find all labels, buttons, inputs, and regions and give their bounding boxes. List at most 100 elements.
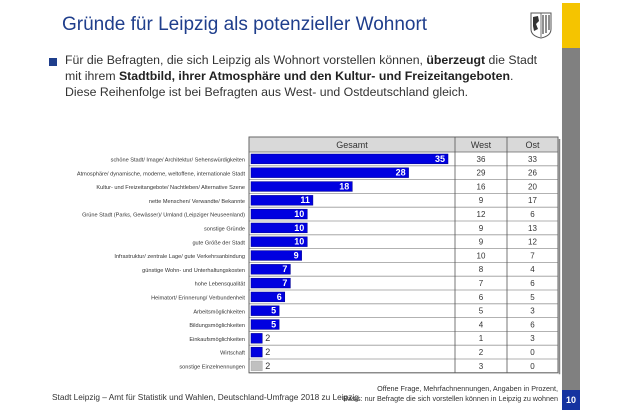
category-label: Heimatort/ Erinnerung/ Verbundenheit <box>151 296 245 302</box>
category-label: gute Größe der Stadt <box>192 240 245 246</box>
column-header-west: West <box>471 140 492 150</box>
west-value: 5 <box>479 307 484 316</box>
ost-value: 4 <box>530 265 535 274</box>
west-value: 6 <box>479 293 484 302</box>
bar-gesamt <box>250 264 291 275</box>
category-label: sonstige Einzelnennungen <box>179 365 245 371</box>
bar-value-label: 7 <box>282 278 287 288</box>
ost-value: 26 <box>528 169 537 178</box>
west-value: 9 <box>479 196 484 205</box>
west-value: 36 <box>477 155 486 164</box>
bar-value-label: 5 <box>271 306 276 316</box>
bar-gesamt <box>250 250 302 261</box>
west-value: 9 <box>479 238 484 247</box>
west-value: 16 <box>477 182 486 191</box>
city-crest-icon <box>530 12 552 39</box>
west-value: 7 <box>479 279 484 288</box>
bar-gesamt <box>250 208 308 220</box>
category-label: Infrastruktur/ zentrale Lage/ gute Verke… <box>114 254 245 260</box>
bar-gesamt <box>250 236 308 247</box>
ost-value: 20 <box>528 182 537 191</box>
bar-value-label: 10 <box>294 237 304 247</box>
category-label: Einkaufsmöglichkeiten <box>189 337 245 343</box>
intro-part: die Stadt mit ihrem <box>65 53 538 83</box>
west-value: 4 <box>479 320 484 329</box>
bar-gesamt <box>250 305 280 316</box>
bar-gesamt <box>250 167 409 178</box>
west-value: 29 <box>477 169 486 178</box>
bar-value-label: 5 <box>271 319 276 329</box>
bar-value-label: 2 <box>265 333 270 343</box>
bar-gesamt <box>250 333 263 344</box>
category-label: schöne Stadt/ Image/ Architektur/ Sehens… <box>111 158 245 164</box>
bullet-icon <box>49 58 57 66</box>
ost-value: 6 <box>530 210 535 219</box>
intro-part: . Diese Reihenfolge ist bei Befragten au… <box>65 69 514 99</box>
bar-gesamt <box>250 360 263 372</box>
bar-value-label: 7 <box>282 264 287 274</box>
bar-value-label: 10 <box>294 209 304 219</box>
category-label: günstige Wohn- und Unterhaltungskosten <box>142 268 245 274</box>
bar-value-label: 6 <box>277 292 282 302</box>
page-number: 10 <box>562 390 580 410</box>
bar-gesamt <box>250 291 286 303</box>
slide-title: Gründe für Leipzig als potenzieller Wohn… <box>62 14 428 35</box>
west-value: 9 <box>479 224 484 233</box>
west-value: 3 <box>479 362 484 371</box>
column-header-ost: Ost <box>525 140 540 150</box>
category-label: sonstige Gründe <box>204 227 245 233</box>
west-value: 2 <box>479 348 484 357</box>
table-border <box>248 136 559 374</box>
category-label: nette Menschen/ Verwandte/ Bekannte <box>149 199 245 205</box>
category-label: Arbeitsmöglichkeiten <box>193 309 245 315</box>
ost-value: 0 <box>530 362 535 371</box>
category-label: hohe Lebensqualität <box>195 282 246 288</box>
intro-bold: überzeugt <box>426 53 486 67</box>
ost-value: 33 <box>528 155 537 164</box>
ost-value: 13 <box>528 224 537 233</box>
bar-gesamt <box>250 181 353 192</box>
bar-value-label: 18 <box>339 181 349 191</box>
accent-bar-gray <box>562 48 580 390</box>
ost-value: 17 <box>528 196 537 205</box>
ost-value: 7 <box>530 251 535 260</box>
bar-value-label: 2 <box>265 347 270 357</box>
bar-value-label: 28 <box>396 168 406 178</box>
ost-value: 12 <box>528 238 537 247</box>
bar-gesamt <box>250 346 263 358</box>
bar-value-label: 10 <box>294 223 304 233</box>
category-label: Atmosphäre/ dynamische, moderne, weltoff… <box>77 171 246 177</box>
category-label: Bildungsmöglichkeiten <box>189 323 245 329</box>
category-label: Kultur- und Freizeitangebote/ Nachtleben… <box>96 185 245 191</box>
west-value: 10 <box>477 251 486 260</box>
ost-value: 6 <box>530 279 535 288</box>
bar-gesamt <box>250 222 308 234</box>
column-header-gesamt: Gesamt <box>336 140 368 150</box>
footer-source: Stadt Leipzig – Amt für Statistik und Wa… <box>52 392 359 402</box>
intro-part: Für die Befragten, die sich Leipzig als … <box>65 53 427 67</box>
bar-value-label: 2 <box>265 361 270 371</box>
footer-note-line1: Offene Frage, Mehrfachnennungen, Angaben… <box>377 384 558 393</box>
bar-value-label: 11 <box>300 195 310 205</box>
ost-value: 5 <box>530 293 535 302</box>
west-value: 1 <box>479 334 484 343</box>
ost-value: 3 <box>530 307 535 316</box>
category-label: Wirtschaft <box>220 351 245 357</box>
intro-text: Für die Befragten, die sich Leipzig als … <box>65 52 545 100</box>
bar-gesamt <box>250 195 314 206</box>
table-header-bg <box>249 137 558 152</box>
bar-value-label: 9 <box>294 250 299 260</box>
bar-gesamt <box>250 319 280 330</box>
accent-bar-yellow <box>562 3 580 48</box>
ost-value: 6 <box>530 320 535 329</box>
intro-bold: Stadtbild, ihrer Atmosphäre und den Kult… <box>118 69 510 83</box>
west-value: 12 <box>477 210 486 219</box>
bar-gesamt <box>250 277 291 289</box>
west-value: 8 <box>479 265 484 274</box>
ost-value: 3 <box>530 334 535 343</box>
category-label: Grüne Stadt (Parks, Gewässer)/ Umland (L… <box>82 213 245 219</box>
ost-value: 0 <box>530 348 535 357</box>
bar-gesamt <box>250 153 449 165</box>
bar-value-label: 35 <box>435 154 445 164</box>
